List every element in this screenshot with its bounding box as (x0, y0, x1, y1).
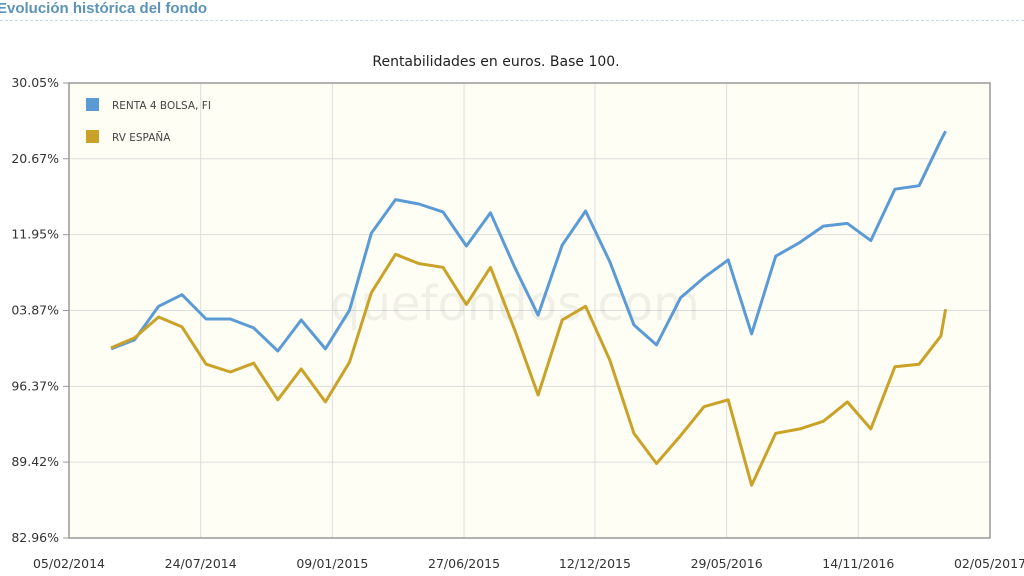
x-tick-label: 09/01/2015 (296, 556, 368, 571)
y-tick-label: 20.67% (11, 151, 59, 166)
chart-title: Rentabilidades en euros. Base 100. (372, 54, 619, 70)
y-tick-label: 89.42% (11, 454, 59, 469)
y-tick-label: 96.37% (11, 378, 59, 393)
x-tick-label: 05/02/2014 (33, 556, 105, 571)
legend-label: RV ESPAÑA (112, 131, 171, 144)
x-tick-label: 02/05/2017 (954, 556, 1024, 571)
legend-label: RENTA 4 BOLSA, FI (112, 100, 211, 112)
y-tick-label: 11.95% (11, 227, 59, 242)
y-tick-label: 82.96% (11, 530, 59, 545)
series-line-renta4-bolsa (110, 130, 947, 353)
section-title: Evolución histórica del fondo (0, 0, 208, 17)
legend-swatch (86, 98, 99, 111)
section-divider (0, 20, 1024, 21)
series-line-rv-espana (110, 252, 948, 487)
x-tick-label: 24/07/2014 (165, 556, 237, 571)
x-tick-label: 12/12/2015 (559, 556, 631, 571)
x-tick-label: 14/11/2016 (822, 556, 894, 571)
y-tick-label: 30.05% (11, 75, 59, 90)
y-tick-label: 03.87% (11, 302, 59, 317)
legend-swatch (86, 130, 99, 143)
x-tick-label: 27/06/2015 (428, 556, 500, 571)
x-tick-label: 29/05/2016 (691, 556, 763, 571)
watermark: quefondos.com (330, 276, 700, 332)
